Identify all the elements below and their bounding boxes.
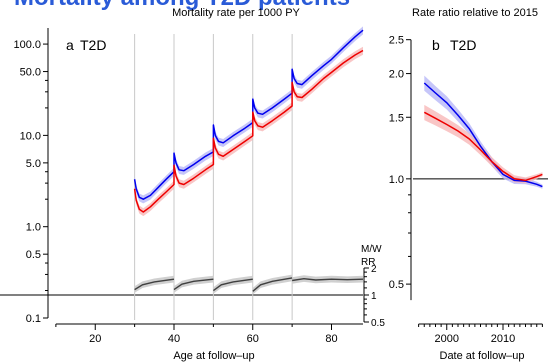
series-confidence-band <box>174 160 214 189</box>
rr-tick-label: 0.5 <box>371 318 385 329</box>
series-confidence-band <box>252 102 293 132</box>
x-tick-label: 60 <box>247 333 259 345</box>
panel-a-chart-title: Mortality rate per 1000 PY <box>172 7 300 19</box>
rr-confidence-band <box>252 274 293 295</box>
series-confidence-band <box>252 89 293 119</box>
panel-b-title: T2D <box>450 37 476 53</box>
panel-a: Mortality rate per 1000 PY 0.1 0.5 1.0 5.0 1… <box>0 7 385 362</box>
rr-series-line <box>173 278 214 291</box>
series-line <box>133 29 364 200</box>
page-title: Mortality among T2D patients <box>0 0 552 10</box>
series-line <box>423 82 543 188</box>
x-tick-label: 2000 <box>435 333 459 345</box>
rr-confidence-band <box>134 275 174 293</box>
y-tick-label: 1.0 <box>389 174 404 186</box>
y-tick-label: 0.1 <box>26 313 41 325</box>
x-tick-label: 80 <box>325 333 337 345</box>
y-tick-label: 0.5 <box>26 249 41 261</box>
panel-a-title: T2D <box>80 37 106 53</box>
y-tick-label: 50.0 <box>20 67 41 79</box>
rr-axis-label: RR <box>361 257 375 268</box>
rr-axis-label: M/W <box>361 244 382 255</box>
series-confidence-band <box>174 148 214 175</box>
series-line <box>423 111 543 182</box>
series-confidence-band <box>424 75 543 189</box>
series-confidence-band <box>213 132 253 161</box>
rr-series-line <box>134 278 175 291</box>
rr-tick-label: 1 <box>371 291 377 302</box>
y-tick-label: 5.0 <box>26 158 41 170</box>
series-confidence-band <box>292 46 363 102</box>
panel-b-label: b <box>432 37 440 53</box>
y-tick-label: 2.5 <box>389 35 404 47</box>
rr-tick-label: 2 <box>371 264 377 275</box>
rr-series-line <box>212 278 253 292</box>
rr-confidence-band <box>174 275 214 293</box>
panel-b: Rate ratio relative to 2015 0.5 1.0 1.5 2.0… <box>389 7 548 362</box>
panel-b-chart-title: Rate ratio relative to 2015 <box>412 7 538 19</box>
y-tick-label: 1.0 <box>26 222 41 234</box>
rr-series-line <box>291 277 364 282</box>
panel-b-xlabel: Date at follow–up <box>440 350 525 362</box>
panel-a-xlabel: Age at follow–up <box>173 350 254 362</box>
rr-confidence-band <box>213 275 253 294</box>
series-confidence-band <box>424 104 543 184</box>
y-tick-label: 2.0 <box>389 69 404 81</box>
x-tick-label: 2010 <box>491 333 515 345</box>
x-tick-label: 40 <box>168 333 180 345</box>
rr-series-line <box>252 277 293 292</box>
y-tick-label: 0.5 <box>389 279 404 291</box>
series-confidence-band <box>213 118 253 147</box>
x-tick-label: 20 <box>89 333 101 345</box>
y-tick-label: 1.5 <box>389 112 404 124</box>
series-confidence-band <box>292 26 363 89</box>
y-tick-label: 100.0 <box>13 39 41 51</box>
y-tick-label: 10.0 <box>20 130 41 142</box>
panel-a-label: a <box>66 37 74 53</box>
series-line <box>133 49 364 213</box>
